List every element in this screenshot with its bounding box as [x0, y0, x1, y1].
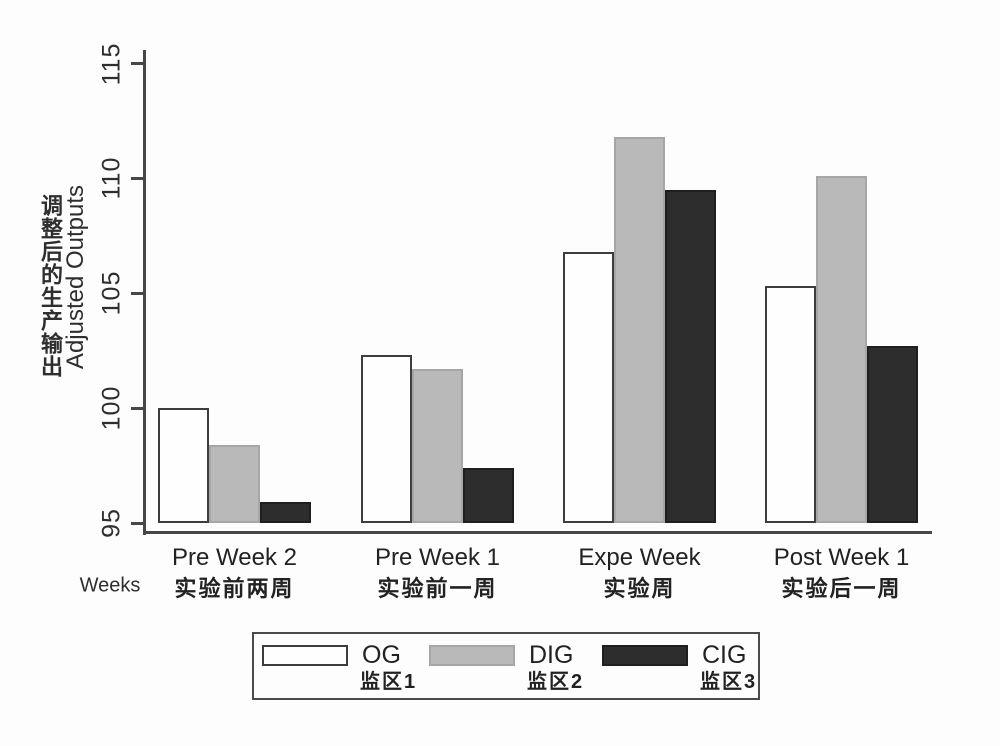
legend-label-cig: CIG [702, 641, 747, 669]
bar-og-expe-week [563, 251, 614, 523]
legend-sublabel-cig: 监区3 [700, 671, 758, 693]
y-tick-115 [131, 62, 143, 66]
x-axis-title: Weeks [79, 574, 141, 597]
legend-item-dig: DIG 监区2 [429, 643, 584, 692]
bar-dig-pre-week-2 [209, 444, 260, 523]
bar-cig-expe-week [665, 189, 716, 523]
legend-sublabel-dig: 监区2 [527, 671, 585, 693]
legend-item-og: OG 监区1 [262, 643, 417, 692]
legend-swatch-dig [429, 645, 515, 666]
bar-dig-expe-week [614, 137, 665, 523]
bar-cig-post-week-1 [867, 346, 918, 523]
bar-og-pre-week-1 [361, 355, 412, 523]
y-tick-label-100: 100 [97, 385, 126, 431]
legend-sublabel-og: 监区1 [360, 671, 418, 693]
x-axis-line [143, 531, 932, 534]
y-tick-110 [131, 176, 143, 180]
x-category-zh-4: 实验后一周 [781, 576, 902, 601]
bar-cig-pre-week-1 [463, 467, 514, 523]
y-tick-label-110: 110 [97, 157, 126, 200]
y-axis-title-chinese: 调整后的生产输出 [38, 194, 63, 378]
x-category-zh-3: 实验周 [603, 576, 676, 601]
y-tick-105 [131, 291, 143, 295]
legend-label-dig: DIG [529, 641, 574, 669]
x-category-en-3: Expe Week [578, 544, 701, 571]
legend-label-og: OG [362, 641, 401, 669]
bar-dig-post-week-1 [816, 176, 867, 523]
bar-dig-pre-week-1 [412, 369, 463, 523]
bar-og-post-week-1 [765, 286, 816, 523]
y-tick-label-115: 115 [97, 42, 126, 86]
legend: OG 监区1 DIG 监区2 CIG 监区3 [252, 632, 760, 700]
x-category-en-2: Pre Week 1 [375, 544, 500, 571]
y-tick-95 [131, 521, 143, 525]
x-category-zh-2: 实验前一周 [377, 576, 498, 601]
y-tick-label-95: 95 [97, 508, 126, 538]
y-tick-100 [131, 406, 143, 410]
legend-swatch-cig [602, 645, 688, 666]
x-category-en-4: Post Week 1 [773, 544, 910, 571]
bar-cig-pre-week-2 [260, 502, 311, 523]
x-category-zh-1: 实验前两周 [174, 576, 295, 601]
bar-og-pre-week-2 [158, 408, 209, 523]
legend-item-cig: CIG 监区3 [602, 643, 757, 692]
x-category-en-1: Pre Week 2 [172, 544, 297, 571]
y-axis-title-english-text: Adjusted Outputs [62, 184, 89, 370]
y-tick-label-105: 105 [97, 270, 126, 316]
y-axis-line [143, 50, 146, 535]
legend-swatch-og [262, 645, 348, 666]
